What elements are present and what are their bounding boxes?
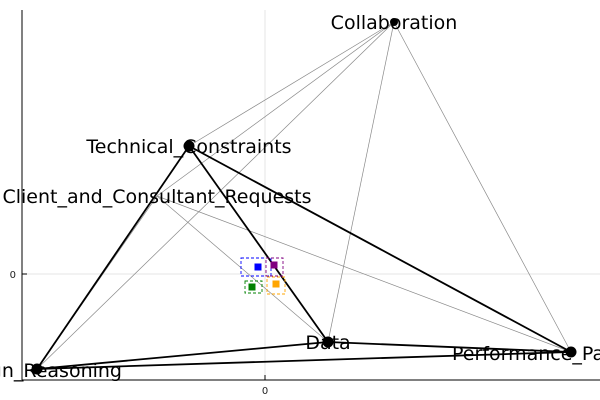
edge-collab-data <box>327 21 395 343</box>
orange-marker <box>272 280 280 288</box>
node-labels: Collaboration Technical_Constraints Client… <box>0 12 600 382</box>
green-marker-outline <box>244 280 263 294</box>
edge-client-perf <box>156 195 572 353</box>
orange-marker-outline <box>266 276 286 295</box>
y-tick-label: 0 <box>10 270 16 281</box>
node-label-design: gn_Reasoning <box>0 360 122 382</box>
edge-collab-perf <box>393 21 572 353</box>
node-tech <box>183 140 195 152</box>
edge-collab-client <box>156 21 395 197</box>
edge-design-perf <box>36 351 572 370</box>
nodes <box>31 18 577 375</box>
node-label-perf: Performance_Pa <box>452 343 600 365</box>
edge-data-perf <box>327 341 572 353</box>
node-label-data: Data <box>305 332 350 354</box>
node-data <box>322 336 334 348</box>
edge-design-data <box>36 341 329 370</box>
central-markers <box>240 257 286 295</box>
node-label-tech: Technical_Constraints <box>85 136 291 158</box>
edge-collab-design <box>36 21 395 370</box>
node-perf <box>565 346 577 358</box>
edge-client-data <box>156 195 329 343</box>
x-tick-label: 0 <box>262 386 268 397</box>
edge-collab-tech <box>188 21 395 147</box>
blue-marker <box>254 263 262 271</box>
purple-marker <box>270 261 278 269</box>
purple-marker-outline <box>265 257 284 277</box>
node-design <box>31 363 43 375</box>
node-collab <box>390 18 398 26</box>
heavy-edges <box>36 145 572 370</box>
blue-marker-outline <box>240 257 272 277</box>
green-marker <box>248 283 256 291</box>
edge-tech-design <box>36 145 190 370</box>
light-edges <box>36 21 572 370</box>
edge-tech-data <box>188 145 329 343</box>
edge-tech-perf <box>188 145 572 353</box>
node-label-collab: Collaboration <box>331 12 458 34</box>
node-label-client: Client_and_Consultant_Requests <box>2 186 311 208</box>
